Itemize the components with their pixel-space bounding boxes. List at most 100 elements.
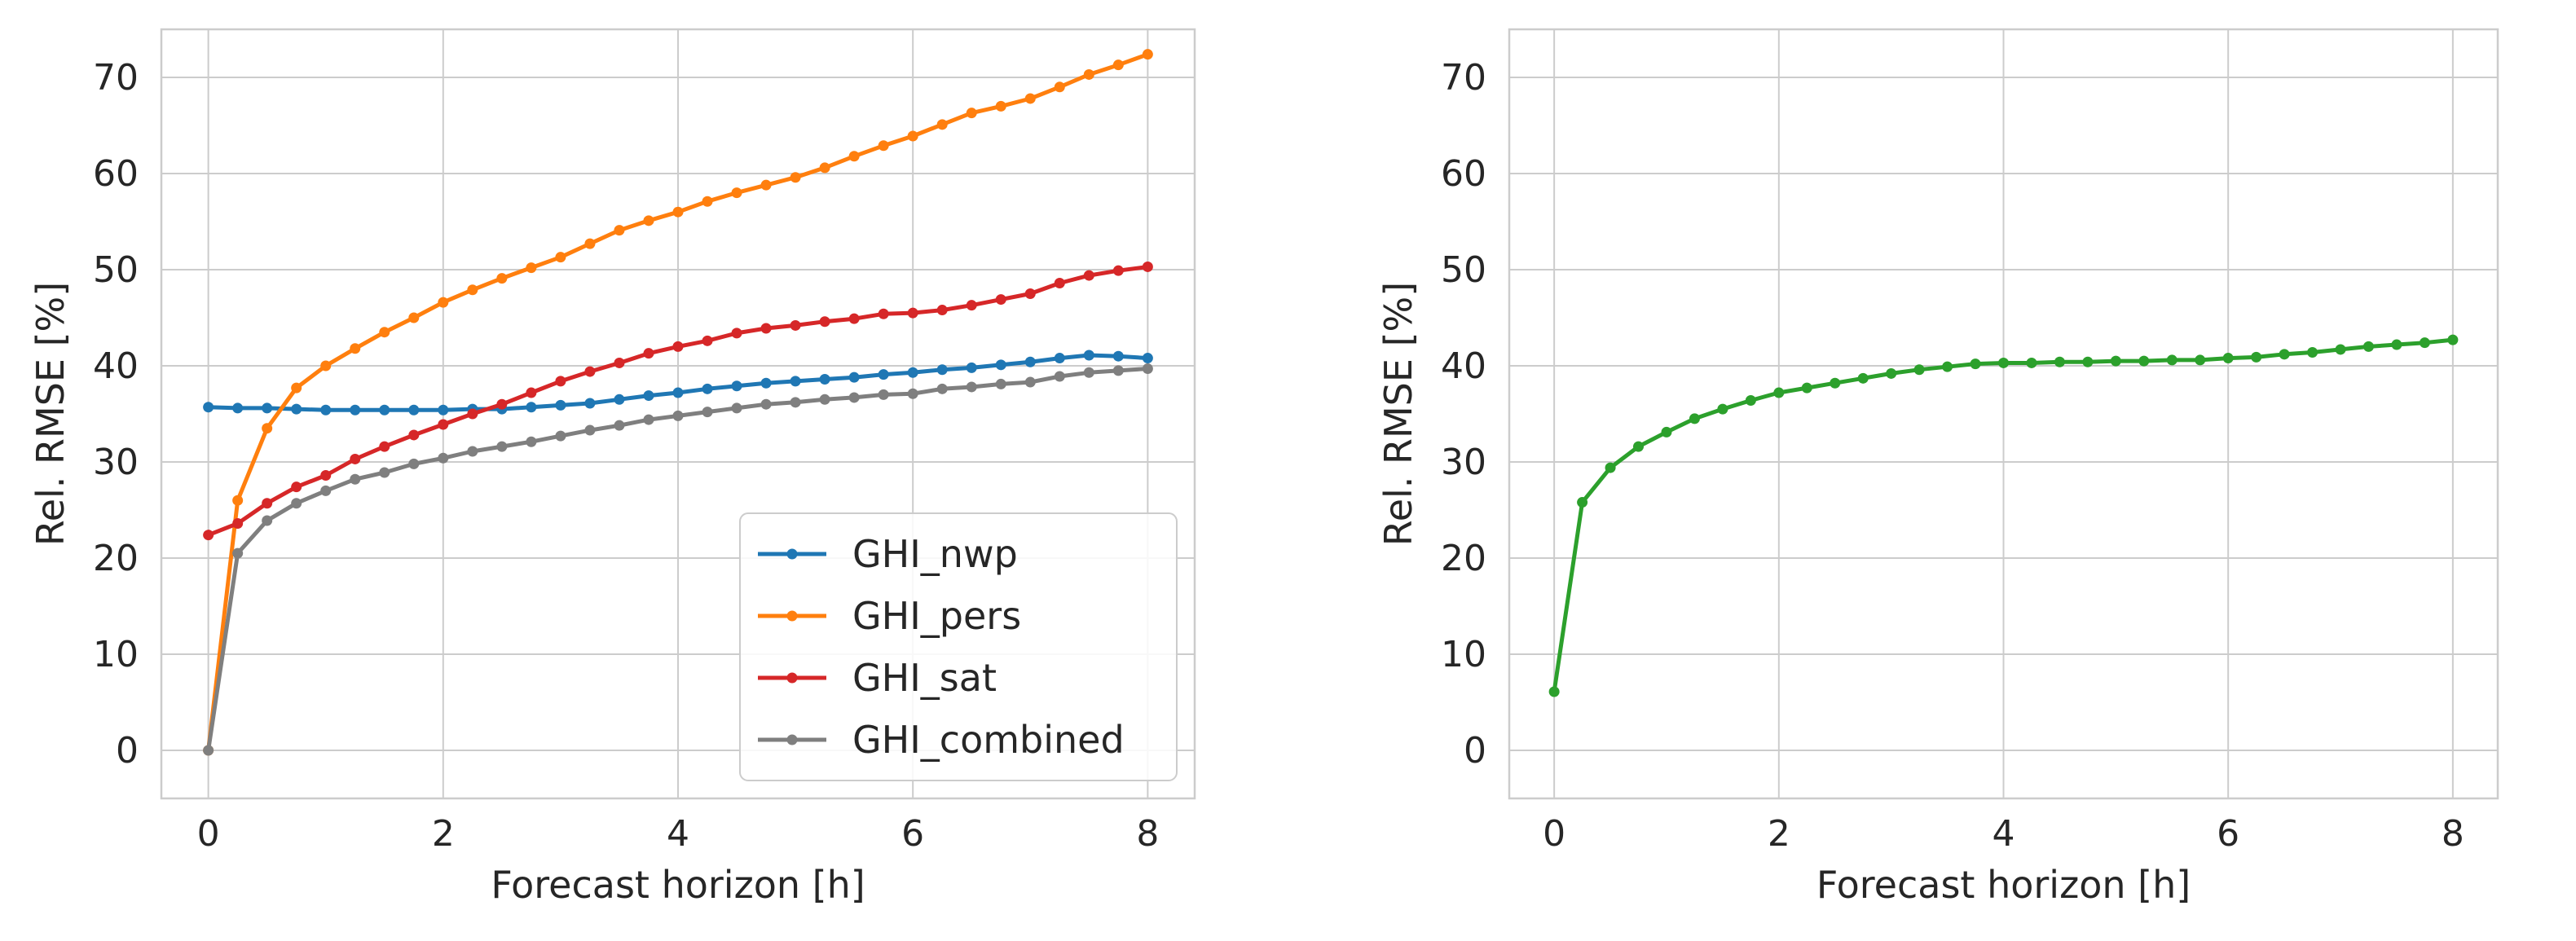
chart-0-series-ghi-nwp-point (1024, 356, 1036, 367)
chart-0-series-ghi-nwp-point (848, 372, 860, 383)
chart-0-series-ghi-sat-point (203, 530, 214, 541)
chart-1-series-series-point (2447, 334, 2459, 345)
chart-1-y-tick-label: 20 (1441, 538, 1486, 579)
right-chart-panel: 0 2 4 6 8 0 10 20 30 40 50 60 70 Forecast horizon [h]… (1376, 28, 2499, 907)
chart-0-series-ghi-sat-point (350, 453, 361, 464)
chart-0-series-ghi-combined-point (1024, 376, 1036, 388)
chart-0-legend-ghi-pers-swatch-marker (786, 610, 798, 622)
chart-0-series-ghi-combined-point (291, 498, 302, 509)
chart-0-series-ghi-sat-point (262, 498, 273, 509)
chart-1-series-series-point (1830, 377, 1841, 389)
chart-0-series-ghi-pers-point (584, 238, 596, 249)
chart-0-series-ghi-combined-point (966, 381, 977, 393)
chart-0-series-ghi-sat-point (672, 341, 684, 352)
chart-0-series-ghi-pers-point (643, 215, 654, 226)
chart-0-legend-ghi-combined-swatch-marker (786, 734, 798, 745)
chart-1-y-tick-label: 30 (1441, 442, 1486, 483)
chart-0-series-ghi-combined-point (262, 515, 273, 526)
chart-1-series-series-point (2251, 351, 2262, 363)
chart-0-legend-box (739, 512, 1178, 781)
chart-0-series-ghi-combined-point (790, 397, 801, 408)
chart-0-series-ghi-combined-point (760, 398, 772, 410)
chart-0-series-ghi-combined-point (526, 436, 537, 447)
chart-1-series-series-point (2362, 341, 2374, 352)
chart-1-series-series-point (2391, 339, 2402, 350)
chart-0-series-ghi-sat-point (320, 470, 332, 481)
chart-0-series-ghi-combined-point (878, 389, 889, 400)
chart-0-series-ghi-sat-point (614, 357, 625, 368)
chart-1-series-series-point (1661, 426, 1672, 438)
chart-0-series-ghi-combined-point (320, 485, 332, 496)
chart-0-series-ghi-nwp-point (790, 376, 801, 387)
chart-0-series-ghi-combined-point (467, 446, 478, 457)
chart-1-series-series-point (1548, 686, 1560, 697)
chart-0-series-ghi-combined-point (438, 452, 449, 464)
chart-0-series-ghi-sat-point (1024, 288, 1036, 299)
chart-0-series-ghi-nwp-point (584, 398, 596, 409)
chart-1-y-tick-label: 70 (1441, 57, 1486, 99)
chart-1-y-axis-label: Rel. RMSE [%] (1376, 282, 1420, 546)
chart-0-series-ghi-sat-point (1054, 278, 1065, 289)
chart-0-series-ghi-sat-point (467, 408, 478, 420)
chart-0-series-ghi-pers-point (1142, 49, 1153, 60)
chart-0-series-ghi-pers-point (496, 273, 508, 284)
chart-0-series-ghi-sat-point (995, 294, 1006, 306)
chart-0-y-axis-label: Rel. RMSE [%] (29, 282, 73, 546)
chart-0-series-ghi-pers-point (966, 108, 977, 119)
chart-0-series-ghi-pers-point (995, 100, 1006, 112)
chart-0-series-ghi-sat-point (496, 398, 508, 410)
left-chart-panel: 0 2 4 6 8 0 10 20 30 40 50 60 70 Forecast horizon [h]… (29, 28, 1196, 907)
chart-0-series-ghi-combined-point (848, 392, 860, 403)
chart-0-legend-ghi-pers-label: GHI_pers (852, 594, 1021, 638)
chart-0-series-ghi-nwp-point (320, 404, 332, 416)
chart-0-series-ghi-sat-point (1112, 265, 1124, 276)
chart-1-x-tick-label: 6 (2217, 813, 2239, 855)
chart-0-x-tick-label: 6 (901, 813, 924, 855)
chart-1-series-series-point (2110, 355, 2121, 367)
chart-0-series-ghi-pers-point (232, 495, 244, 506)
chart-0-series-ghi-nwp-point (966, 362, 977, 373)
chart-0-series-ghi-sat-point (907, 307, 918, 319)
chart-0-y-tick-label: 10 (93, 634, 139, 675)
chart-0-series-ghi-pers-point (760, 179, 772, 191)
chart-0-series-ghi-nwp-point (262, 402, 273, 414)
chart-0-series-ghi-combined-point (350, 473, 361, 485)
chart-0-series-ghi-nwp-point (643, 390, 654, 402)
chart-1-series-series-point (2307, 346, 2318, 358)
chart-0-series-ghi-sat-point (555, 376, 566, 387)
chart-0-legend: GHI_nwp GHI_pers GHI_sat GHI_combined (739, 512, 1178, 781)
chart-0-x-tick-label: 8 (1136, 813, 1159, 855)
chart-1-series-series-point (1857, 372, 1869, 384)
chart-1-x-tick-label: 0 (1543, 813, 1565, 855)
chart-0-series-ghi-nwp-point (350, 404, 361, 416)
chart-0-series-ghi-sat-point (878, 308, 889, 319)
chart-0-series-ghi-combined-point (995, 378, 1006, 389)
chart-0-series-ghi-sat-point (1142, 261, 1153, 272)
chart-0-y-tick-label: 0 (116, 730, 139, 772)
chart-0-y-tick-label: 50 (93, 249, 139, 291)
chart-0-series-ghi-nwp-point (731, 380, 742, 392)
chart-0-series-ghi-combined-point (1142, 363, 1153, 375)
chart-0-series-ghi-sat-point (438, 419, 449, 430)
chart-0-series-ghi-nwp-point (291, 403, 302, 415)
chart-1-series-series-point (1998, 357, 2009, 368)
chart-0-series-ghi-pers-point (320, 360, 332, 372)
chart-0-series-ghi-combined-point (555, 430, 566, 442)
chart-1-series-series-point (1773, 387, 1785, 398)
chart-1-series-series-point (2279, 349, 2290, 360)
chart-1-series-series-point (1745, 394, 1756, 406)
chart-0-series-ghi-sat-point (379, 441, 390, 452)
chart-0-series-ghi-sat-point (966, 300, 977, 311)
chart-0-series-ghi-pers-point (1083, 68, 1094, 80)
chart-0-series-ghi-pers-point (1024, 93, 1036, 104)
chart-0-series-ghi-nwp-point (232, 402, 244, 414)
chart-0-series-ghi-combined-point (614, 420, 625, 431)
chart-1-series-series-point (2166, 354, 2177, 366)
chart-0-series-ghi-combined-point (936, 383, 948, 394)
chart-1-series-series-point (2082, 356, 2094, 367)
chart-0-legend-ghi-combined-label: GHI_combined (852, 718, 1125, 762)
chart-1-series-series-point (1970, 358, 1981, 370)
chart-0-series-ghi-sat-point (526, 387, 537, 398)
chart-0-series-ghi-sat-point (584, 366, 596, 377)
chart-0-series-ghi-combined-point (584, 424, 596, 436)
